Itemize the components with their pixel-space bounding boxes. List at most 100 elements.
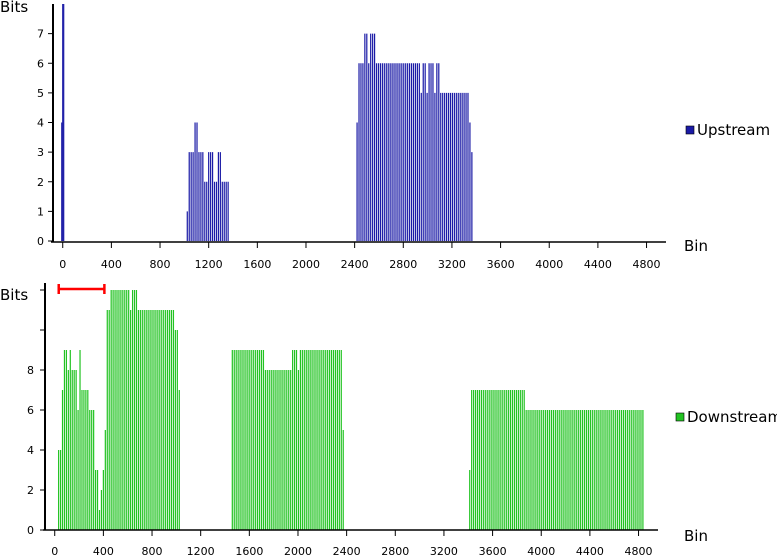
upstream-bar	[215, 181, 218, 241]
downstream-bar	[334, 350, 337, 530]
upstream-x-tick-label: 1200	[195, 258, 223, 271]
downstream-bar	[75, 370, 77, 530]
downstream-bar	[609, 410, 611, 530]
upstream-bar	[221, 181, 223, 241]
downstream-bar	[290, 370, 292, 530]
downstream-bar	[568, 410, 570, 530]
downstream-bar	[280, 370, 282, 530]
upstream-y-tick-label: 0	[37, 235, 44, 248]
downstream-bar	[603, 410, 605, 530]
downstream-x-tick-label: 4400	[576, 545, 604, 555]
downstream-bar	[104, 430, 106, 530]
downstream-bar	[511, 390, 514, 530]
downstream-bar	[155, 310, 157, 530]
downstream-bar	[336, 350, 338, 530]
downstream-bar	[122, 290, 124, 530]
downstream-bar	[617, 410, 619, 530]
upstream-bar	[227, 181, 229, 241]
downstream-bar	[513, 390, 516, 530]
downstream-bar	[178, 390, 180, 530]
upstream-legend-label: Upstream	[697, 121, 770, 139]
upstream-bar	[377, 63, 380, 241]
upstream-bar	[459, 92, 461, 242]
downstream-bar	[278, 370, 280, 530]
downstream-bar	[628, 410, 630, 530]
downstream-x-tick-label: 2000	[284, 545, 312, 555]
downstream-bar	[295, 350, 298, 530]
downstream-bar	[276, 370, 278, 530]
downstream-bar	[309, 350, 311, 530]
downstream-x-tick-label: 3200	[430, 545, 458, 555]
downstream-bar	[566, 410, 568, 530]
upstream-bar	[196, 122, 198, 241]
downstream-bar	[130, 310, 132, 530]
upstream-x-tick-label: 400	[101, 258, 122, 271]
upstream-x-tick-label: 2800	[389, 258, 417, 271]
downstream-bar	[110, 290, 112, 530]
upstream-bar	[383, 63, 385, 241]
downstream-bar	[258, 350, 261, 530]
downstream-bar	[634, 410, 636, 530]
downstream-x-tick-label: 4000	[527, 545, 555, 555]
downstream-bar	[313, 350, 315, 530]
downstream-bar	[508, 390, 510, 530]
downstream-bar	[128, 290, 130, 530]
downstream-bar	[517, 390, 519, 530]
upstream-bar	[206, 181, 208, 241]
downstream-bar	[274, 370, 276, 530]
downstream-bar	[255, 350, 257, 530]
downstream-x-tick-label: 1200	[187, 545, 215, 555]
downstream-bar	[249, 350, 251, 530]
downstream-bar	[529, 410, 531, 530]
upstream-bar	[194, 122, 196, 241]
downstream-bar	[498, 390, 500, 530]
downstream-bar	[63, 350, 66, 530]
downstream-bar	[71, 370, 73, 530]
downstream-bar	[120, 290, 122, 530]
upstream-bar	[445, 92, 448, 242]
upstream-bar	[375, 63, 378, 241]
downstream-bar	[492, 390, 494, 530]
downstream-bar	[506, 390, 508, 530]
upstream-bar	[366, 33, 368, 242]
downstream-bar	[315, 350, 317, 530]
upstream-bar	[422, 63, 424, 241]
downstream-bar	[626, 410, 628, 530]
downstream-bar	[545, 410, 547, 530]
upstream-y-axis-title: Bits	[0, 0, 28, 16]
downstream-bar	[323, 350, 325, 530]
downstream-bar	[476, 390, 479, 530]
downstream-bar	[482, 390, 484, 530]
downstream-bar	[533, 410, 535, 530]
downstream-bar	[527, 410, 529, 530]
downstream-bar	[607, 410, 609, 530]
upstream-bar	[391, 63, 393, 241]
upstream-x-tick-label: 800	[150, 258, 171, 271]
downstream-bar	[325, 350, 327, 530]
downstream-bar	[95, 470, 97, 530]
upstream-legend: Upstream	[685, 121, 770, 139]
downstream-bar	[338, 350, 340, 530]
downstream-bar	[585, 410, 588, 530]
downstream-y-tick-label: 6	[27, 404, 34, 417]
downstream-bar	[106, 310, 108, 530]
downstream-bar	[615, 410, 617, 530]
downstream-bar	[311, 350, 313, 530]
downstream-bar	[494, 390, 496, 530]
downstream-chart-panel: Bits Bin Downstream 0 400 800 1200 1600 2000 2…	[0, 283, 777, 555]
downstream-bar	[601, 410, 603, 530]
upstream-bar	[414, 63, 417, 241]
downstream-bar	[247, 350, 249, 530]
upstream-bar	[368, 63, 370, 241]
downstream-bar	[478, 390, 481, 530]
downstream-bar	[556, 410, 558, 530]
upstream-bar	[416, 63, 418, 241]
upstream-bar	[409, 63, 411, 241]
downstream-legend-swatch	[675, 412, 685, 422]
downstream-bar	[329, 350, 331, 530]
downstream-bar	[65, 350, 68, 530]
upstream-bar	[434, 92, 436, 242]
downstream-bar	[562, 410, 564, 530]
downstream-bar	[237, 350, 239, 530]
downstream-bar	[59, 450, 62, 530]
